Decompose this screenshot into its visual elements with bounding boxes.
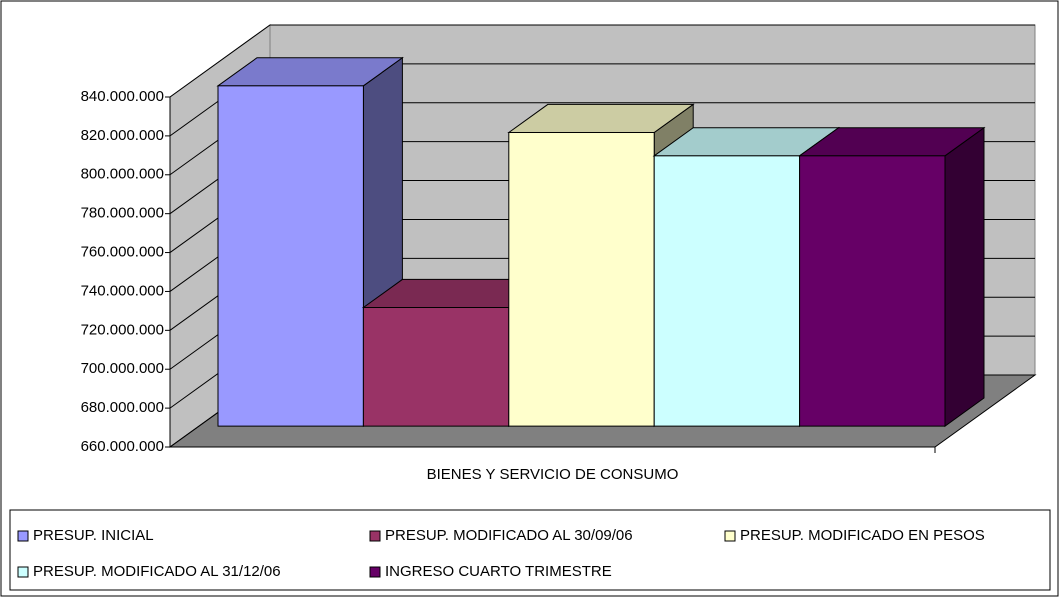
bar: [362, 307, 510, 427]
legend-swatch: [369, 566, 381, 578]
x-tick-label: BIENES Y SERVICIO DE CONSUMO: [427, 466, 679, 483]
grid-line: [169, 24, 1035, 98]
y-tick-label: 820.000.000: [81, 127, 164, 144]
legend-label: INGRESO CUARTO TRIMESTRE: [385, 563, 612, 580]
y-tick-label: 780.000.000: [81, 205, 164, 222]
y-tick-label: 740.000.000: [81, 282, 164, 299]
y-tick-label: 680.000.000: [81, 399, 164, 416]
legend-label: PRESUP. MODIFICADO EN PESOS: [740, 527, 985, 544]
bar: [653, 155, 801, 427]
legend-label: PRESUP. MODIFICADO AL 30/09/06: [385, 527, 633, 544]
y-tick-label: 720.000.000: [81, 321, 164, 338]
bar: [508, 132, 655, 427]
legend-swatch: [17, 566, 29, 578]
legend-label: PRESUP. INICIAL: [33, 527, 154, 544]
y-tick-label: 660.000.000: [81, 438, 164, 455]
legend-swatch: [369, 530, 381, 542]
bar: [799, 155, 946, 427]
y-tick-label: 760.000.000: [81, 244, 164, 261]
legend-box: [9, 509, 1051, 591]
legend-swatch: [17, 530, 29, 542]
bar: [217, 85, 364, 427]
bar-side: [944, 126, 985, 428]
y-tick-label: 840.000.000: [81, 88, 164, 105]
y-tick-label: 800.000.000: [81, 166, 164, 183]
y-tick-label: 700.000.000: [81, 360, 164, 377]
legend-swatch: [724, 530, 736, 542]
legend-label: PRESUP. MODIFICADO AL 31/12/06: [33, 563, 281, 580]
